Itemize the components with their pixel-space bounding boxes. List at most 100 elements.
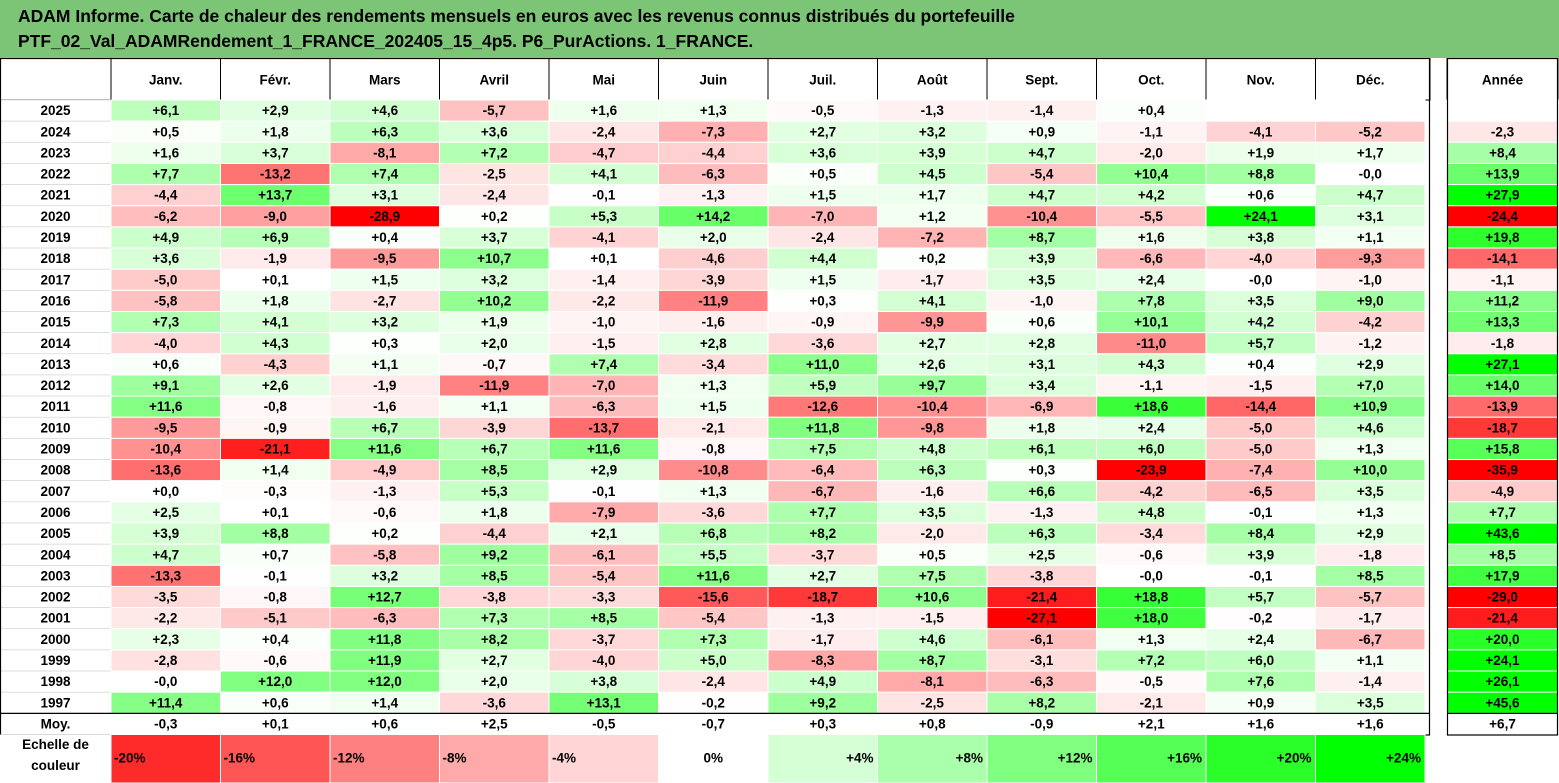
year-row-2002-value-11: +5,7: [1247, 590, 1274, 605]
year-row-2012-value-1: +9,1: [152, 378, 179, 393]
year-row-2020-value-9: -10,4: [1026, 209, 1057, 224]
year-row-2013-value-9: +3,1: [1028, 357, 1055, 372]
year-row-2024-value-11: -4,1: [1249, 124, 1273, 139]
scale-label-1: -20%: [114, 750, 146, 765]
year-row-2002-value-2: -0,8: [264, 590, 288, 605]
year-row-2019-value-11: +3,8: [1247, 230, 1274, 245]
report-title: ADAM Informe. Carte de chaleur des rende…: [0, 0, 1559, 58]
year-row-2023-value-12: +1,7: [1357, 145, 1384, 160]
year-row-2024-annual-value: -2,3: [1491, 124, 1515, 139]
year-row-2016-value-3: -2,7: [373, 293, 396, 308]
year-row-1998-annual-value: +26,1: [1485, 674, 1520, 689]
year-row-2008-value-9: +0,3: [1028, 463, 1055, 478]
year-row-2025-value-3: +4,6: [371, 103, 398, 118]
year-row-2013-value-1: +0,6: [152, 357, 179, 372]
year-row-2007-value-3: -1,3: [373, 484, 397, 499]
year-row-2006-value-11: -0,1: [1249, 505, 1273, 520]
year-row-2008-value-2: +1,4: [262, 463, 289, 478]
year-row-2013-value-10: +4,3: [1138, 357, 1165, 372]
year-row-2010-value-5: -13,7: [588, 420, 619, 435]
year-row-2011-value-1: +11,6: [149, 399, 183, 414]
year-row-2016-value-2: +1,8: [262, 293, 289, 308]
year-row-2015-value-2: +4,1: [262, 315, 289, 330]
year-row-2008-value-6: -10,8: [698, 463, 729, 478]
year-row-2008-value-1: -13,6: [150, 463, 181, 478]
year-row-2007-value-8: -1,6: [921, 484, 945, 499]
year-row-2010-value-7: +11,8: [806, 420, 840, 435]
year-row-2018-label: 2018: [40, 251, 71, 266]
year-row-2013-value-11: +0,4: [1247, 357, 1274, 372]
year-row-2018-annual-value: -14,1: [1487, 251, 1518, 266]
average-row-value-4: +2,5: [481, 716, 508, 731]
year-row-2011-value-5: -6,3: [592, 399, 616, 414]
year-row-2006-label: 2006: [40, 505, 71, 520]
year-row-2012-label: 2012: [40, 378, 70, 393]
year-row-2012-value-9: +3,4: [1028, 378, 1055, 393]
year-row-2016-value-1: -5,8: [154, 293, 178, 308]
scale-swatch-6: [658, 734, 769, 783]
year-row-2007-label: 2007: [40, 484, 70, 499]
year-row-2022-annual-value: +13,9: [1485, 167, 1519, 182]
year-row-2015-value-7: -0,9: [811, 315, 834, 330]
year-row-2000-value-8: +4,6: [919, 632, 946, 647]
year-row-2016-value-6: -11,9: [698, 293, 728, 308]
year-row-2008-value-8: +6,3: [919, 463, 946, 478]
year-row-2009-annual-value: +15,8: [1485, 442, 1520, 457]
year-row-1999-value-3: +11,9: [368, 653, 401, 668]
year-row-2013-value-3: +1,1: [371, 357, 398, 372]
year-row-2014-value-12: -1,2: [1359, 336, 1382, 351]
year-row-2000-value-5: -3,7: [592, 632, 615, 647]
year-row-2023-value-4: +7,2: [481, 145, 508, 160]
year-row-2001-value-7: -1,3: [811, 611, 835, 626]
year-row-2017-value-3: +1,5: [371, 272, 398, 287]
year-row-1997-value-5: +13,1: [587, 695, 622, 710]
year-row-2021-value-9: +4,7: [1028, 188, 1055, 203]
year-row-2005-value-2: +8,8: [262, 526, 289, 541]
scale-label-7: +4%: [846, 750, 873, 765]
average-row-label: Moy.: [41, 716, 71, 731]
year-row-2011-value-2: -0,8: [264, 399, 288, 414]
year-row-2014-label: 2014: [40, 336, 71, 351]
scale-label-9: +12%: [1058, 750, 1093, 765]
year-row-2017-value-7: +1,5: [809, 272, 836, 287]
year-row-2018-value-3: -9,5: [373, 251, 397, 266]
year-row-2014-value-3: +0,3: [371, 336, 398, 351]
year-row-2004-value-9: +2,5: [1028, 547, 1055, 562]
year-row-2023-value-3: -8,1: [373, 145, 397, 160]
year-row-2010-annual-value: -18,7: [1487, 420, 1518, 435]
year-row-2016-label: 2016: [40, 293, 71, 308]
year-row-2021-value-7: +1,5: [809, 188, 836, 203]
year-row-2009-value-11: -5,0: [1249, 442, 1272, 457]
year-row-2003-value-12: +8,5: [1357, 568, 1384, 583]
year-row-2011-value-11: -14,4: [1245, 399, 1276, 414]
year-row-2006-value-3: -0,6: [373, 505, 397, 520]
year-row-2002-value-12: -5,7: [1359, 590, 1382, 605]
year-row-2015-value-9: +0,6: [1028, 315, 1055, 330]
year-row-2007-annual-value: -4,9: [1491, 484, 1514, 499]
year-row-2019-value-1: +4,9: [152, 230, 179, 245]
year-row-2001-value-6: -5,4: [702, 611, 726, 626]
year-row-2020-value-8: +1,2: [919, 209, 946, 224]
year-row-2007-value-6: +1,3: [700, 484, 727, 499]
year-row-2007-value-11: -6,5: [1249, 484, 1273, 499]
year-row-2014-annual-value: -1,8: [1491, 336, 1515, 351]
year-row-2007-value-1: +0,0: [152, 484, 179, 499]
header-month-6: Juin: [699, 73, 727, 88]
year-row-2024-value-4: +3,6: [481, 124, 508, 139]
year-row-2014-value-1: -4,0: [154, 336, 177, 351]
year-row-2017-value-12: -1,0: [1359, 272, 1382, 287]
year-row-2009-value-2: -21,1: [260, 442, 291, 457]
year-row-2022-value-7: +0,5: [809, 167, 836, 182]
report-title-line-1: ADAM Informe. Carte de chaleur des rende…: [18, 6, 1015, 26]
scale-swatch-1: [110, 734, 221, 783]
average-row-value-6: -0,7: [702, 716, 725, 731]
year-row-2024-value-7: +2,7: [809, 124, 836, 139]
report-title-line-2: PTF_02_Val_ADAMRendement_1_FRANCE_202405…: [18, 31, 754, 51]
year-row-2006-value-1: +2,5: [152, 505, 179, 520]
year-row-2019-value-2: +6,9: [262, 230, 289, 245]
year-row-2009-value-8: +4,8: [919, 442, 946, 457]
year-row-2019-value-5: -4,1: [592, 230, 616, 245]
year-row-2005-value-5: +2,1: [590, 526, 617, 541]
year-row-1997-value-11: +0,9: [1247, 695, 1274, 710]
year-row-2025-cell-12: [1315, 99, 1426, 122]
